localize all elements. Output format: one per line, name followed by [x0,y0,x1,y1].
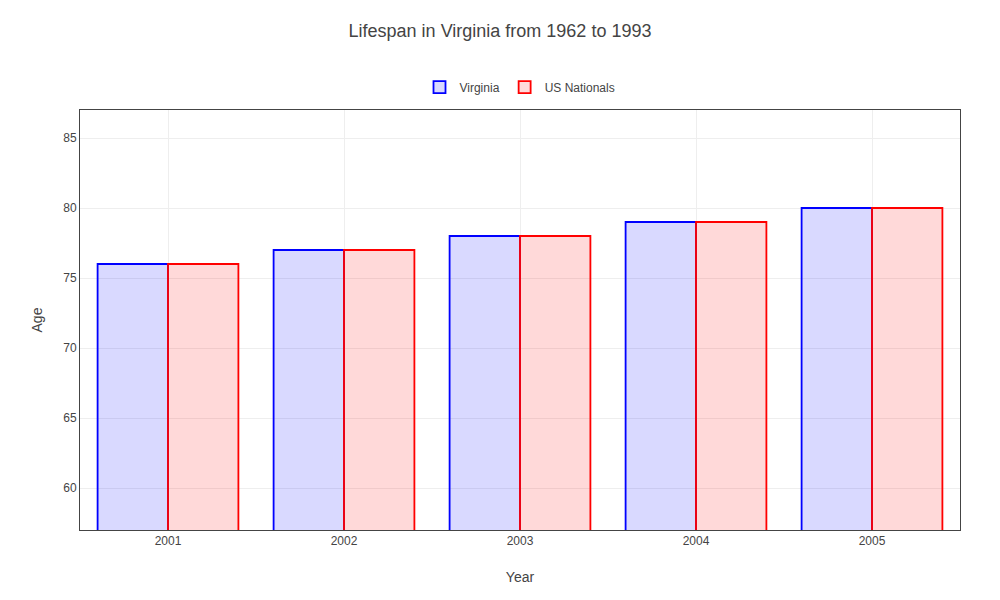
svg-text:2005: 2005 [859,534,886,548]
svg-text:2004: 2004 [683,534,710,548]
svg-text:2002: 2002 [331,534,358,548]
svg-text:Age: Age [29,307,45,332]
svg-text:80: 80 [63,201,77,215]
svg-text:Virginia: Virginia [460,81,500,95]
svg-text:85: 85 [63,131,77,145]
svg-text:2001: 2001 [155,534,182,548]
svg-text:US Nationals: US Nationals [545,81,615,95]
svg-text:70: 70 [63,341,77,355]
svg-text:Lifespan in Virginia from 1962: Lifespan in Virginia from 1962 to 1993 [349,21,652,41]
svg-text:60: 60 [63,481,77,495]
svg-text:65: 65 [63,411,77,425]
svg-text:75: 75 [63,271,77,285]
svg-text:Year: Year [506,569,535,585]
svg-text:2003: 2003 [507,534,534,548]
